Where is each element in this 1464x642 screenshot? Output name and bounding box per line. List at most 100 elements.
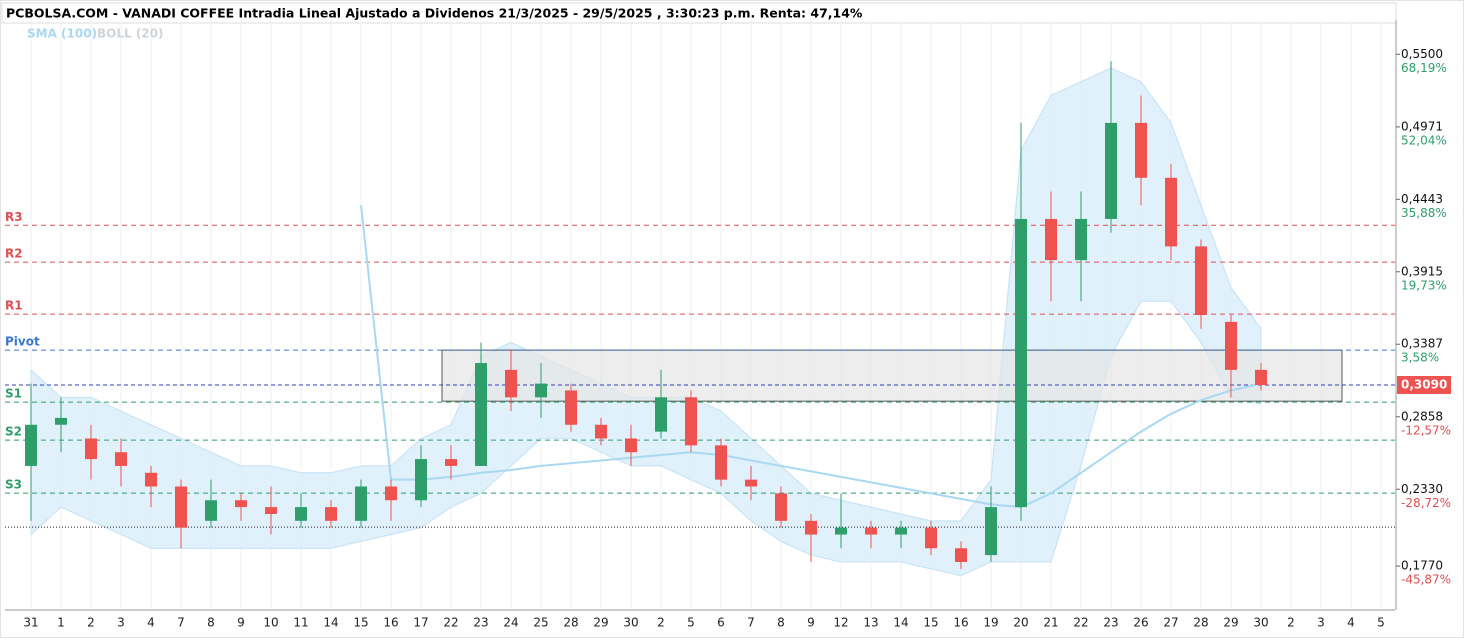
candle-body [1165, 177, 1177, 247]
x-tick-label: 31 [23, 616, 38, 630]
candle-body [745, 479, 757, 487]
candle-body [175, 486, 187, 528]
candle-body [325, 507, 337, 521]
x-tick-label: 29 [1223, 616, 1238, 630]
x-tick-label: 2 [657, 616, 665, 630]
x-tick-label: 22 [443, 616, 458, 630]
y-tick-change: 35,88% [1401, 206, 1447, 220]
last-price-label: 0,3090 [1401, 377, 1447, 391]
y-tick-label: 0,3387 [1401, 337, 1443, 351]
level-label: R2 [5, 247, 23, 261]
level-label: R3 [5, 210, 23, 224]
x-tick-label: 28 [563, 616, 578, 630]
x-tick-label: 5 [687, 616, 695, 630]
candle-body [295, 507, 307, 521]
candle-body [1105, 122, 1117, 219]
level-label: S2 [5, 425, 22, 439]
candle-body [925, 527, 937, 549]
candle-body [25, 424, 37, 466]
candle-body [1075, 218, 1087, 261]
candle-body [505, 369, 517, 398]
candle-body [145, 472, 157, 487]
candle-body [265, 507, 277, 514]
legend-sma: SMA (100) [27, 27, 97, 41]
x-tick-label: 30 [623, 616, 638, 630]
candle-body [685, 397, 697, 446]
x-tick-label: 15 [923, 616, 938, 630]
y-tick-label: 0,5500 [1401, 47, 1443, 61]
y-tick-label: 0,2858 [1401, 409, 1443, 423]
x-tick-label: 9 [807, 616, 815, 630]
x-tick-label: 29 [593, 616, 608, 630]
y-tick-label: 0,4443 [1401, 192, 1443, 206]
x-tick-label: 21 [1043, 616, 1058, 630]
x-tick-label: 3 [1317, 616, 1325, 630]
sma-line [360, 205, 1262, 509]
x-tick-label: 17 [413, 616, 428, 630]
y-tick-change: -28,72% [1401, 496, 1451, 510]
candle-body [235, 500, 247, 508]
candle-body [115, 452, 127, 466]
x-tick-label: 1 [57, 616, 65, 630]
candle-body [205, 500, 217, 521]
y-tick-label: 0,1770 [1401, 559, 1443, 573]
candle-body [1225, 321, 1237, 370]
x-tick-label: 13 [863, 616, 878, 630]
x-tick-label: 14 [323, 616, 338, 630]
candle-body [55, 417, 67, 425]
x-tick-label: 27 [1163, 616, 1178, 630]
x-tick-label: 8 [777, 616, 785, 630]
title-box [1, 2, 1397, 24]
candle-body [835, 527, 847, 535]
last-price-box [1397, 375, 1451, 394]
candle-body [985, 507, 997, 556]
y-tick-change: -12,57% [1401, 423, 1451, 437]
candle-body [85, 438, 97, 460]
level-label: Pivot [5, 335, 40, 349]
boll-lower [30, 300, 1262, 577]
level-label: R1 [5, 299, 23, 313]
candle-body [895, 527, 907, 535]
x-tick-label: 3 [117, 616, 125, 630]
x-tick-label: 16 [383, 616, 398, 630]
x-tick-label: 20 [1013, 616, 1028, 630]
x-tick-label: 30 [1253, 616, 1268, 630]
x-tick-label: 4 [147, 616, 155, 630]
x-tick-label: 19 [983, 616, 998, 630]
x-tick-label: 25 [533, 616, 548, 630]
y-tick-label: 0,3915 [1401, 264, 1443, 278]
x-tick-label: 16 [953, 616, 968, 630]
x-tick-label: 15 [353, 616, 368, 630]
x-tick-label: 7 [747, 616, 755, 630]
x-tick-label: 7 [177, 616, 185, 630]
candle-body [1015, 218, 1027, 508]
candle-body [385, 486, 397, 501]
candle-body [715, 445, 727, 480]
x-tick-label: 6 [717, 616, 725, 630]
candle-body [535, 383, 547, 398]
candle-body [355, 486, 367, 521]
x-tick-label: 23 [473, 616, 488, 630]
x-tick-label: 26 [1133, 616, 1148, 630]
candle-body [445, 459, 457, 466]
candle-body [595, 424, 607, 439]
candle-body [475, 363, 487, 466]
candle-body [1195, 246, 1207, 315]
level-label: S1 [5, 387, 22, 401]
candle-body [415, 459, 427, 501]
candle-body [1045, 218, 1057, 261]
y-tick-change: 68,19% [1401, 61, 1447, 75]
x-tick-label: 24 [503, 616, 518, 630]
chart-title: PCBOLSA.COM - VANADI COFFEE Intradia Lin… [6, 6, 863, 21]
candle-body [805, 520, 817, 535]
candle-body [655, 397, 667, 432]
x-tick-label: 10 [263, 616, 278, 630]
candle-body [775, 493, 787, 521]
candle-body [865, 527, 877, 535]
x-tick-label: 22 [1073, 616, 1088, 630]
x-tick-label: 11 [293, 616, 308, 630]
y-tick-change: 3,58% [1401, 351, 1439, 365]
y-tick-label: 0,2330 [1401, 482, 1443, 496]
legend-boll: BOLL (20) [97, 27, 164, 41]
